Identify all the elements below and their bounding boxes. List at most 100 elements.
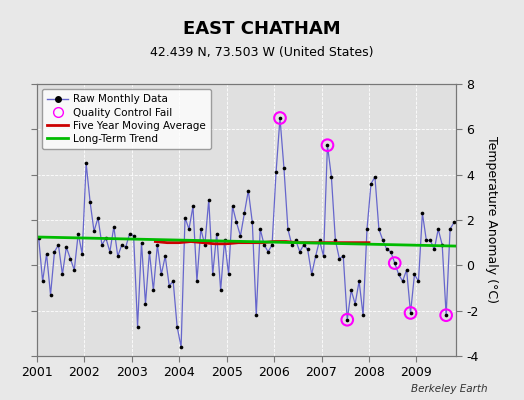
Point xyxy=(276,115,284,121)
Point xyxy=(276,115,284,121)
Point xyxy=(122,244,130,250)
Point xyxy=(339,253,347,260)
Point xyxy=(46,292,54,298)
Point xyxy=(204,196,213,203)
Point xyxy=(390,260,399,266)
Point xyxy=(335,255,344,262)
Point xyxy=(42,251,51,257)
Point xyxy=(141,301,150,307)
Point xyxy=(221,237,229,244)
Point xyxy=(351,301,359,307)
Point xyxy=(137,240,146,246)
Point xyxy=(434,226,442,232)
Point xyxy=(323,142,332,148)
Point xyxy=(35,235,43,241)
Point xyxy=(38,278,47,284)
Point xyxy=(165,282,173,289)
Point xyxy=(418,210,427,216)
Legend: Raw Monthly Data, Quality Control Fail, Five Year Moving Average, Long-Term Tren: Raw Monthly Data, Quality Control Fail, … xyxy=(42,89,211,149)
Text: Berkeley Earth: Berkeley Earth xyxy=(411,384,487,394)
Point xyxy=(426,237,434,244)
Point xyxy=(442,312,450,318)
Point xyxy=(149,287,158,294)
Point xyxy=(343,316,352,323)
Point xyxy=(311,253,320,260)
Point xyxy=(74,230,82,237)
Point xyxy=(442,312,450,318)
Point xyxy=(406,310,414,316)
Point xyxy=(161,253,169,260)
Text: 42.439 N, 73.503 W (United States): 42.439 N, 73.503 W (United States) xyxy=(150,46,374,59)
Point xyxy=(327,174,335,180)
Point xyxy=(395,271,403,278)
Point xyxy=(248,219,257,226)
Point xyxy=(106,248,114,255)
Point xyxy=(244,187,253,194)
Point xyxy=(232,219,241,226)
Point xyxy=(446,226,454,232)
Point xyxy=(283,226,292,232)
Point xyxy=(181,214,189,221)
Point xyxy=(125,230,134,237)
Point xyxy=(169,278,177,284)
Point xyxy=(213,230,221,237)
Point xyxy=(406,310,414,316)
Point xyxy=(193,278,201,284)
Point xyxy=(390,260,399,266)
Point xyxy=(185,226,193,232)
Point xyxy=(363,226,371,232)
Point xyxy=(70,267,79,273)
Point xyxy=(54,242,62,248)
Point xyxy=(86,199,94,205)
Point xyxy=(300,242,308,248)
Point xyxy=(50,248,59,255)
Point xyxy=(387,248,395,255)
Point xyxy=(62,244,71,250)
Point xyxy=(296,248,304,255)
Point xyxy=(129,233,138,239)
Point xyxy=(117,242,126,248)
Point xyxy=(430,246,439,253)
Point xyxy=(450,219,458,226)
Point xyxy=(114,253,122,260)
Point xyxy=(308,271,316,278)
Point xyxy=(224,271,233,278)
Point xyxy=(102,235,110,241)
Point xyxy=(303,246,312,253)
Point xyxy=(291,237,300,244)
Point xyxy=(359,312,367,318)
Point xyxy=(82,160,90,166)
Point xyxy=(260,242,268,248)
Point xyxy=(264,248,272,255)
Point xyxy=(196,226,205,232)
Point xyxy=(375,226,383,232)
Point xyxy=(422,237,431,244)
Point xyxy=(98,242,106,248)
Point xyxy=(347,287,355,294)
Point xyxy=(379,237,387,244)
Point xyxy=(134,323,142,330)
Point xyxy=(110,224,118,230)
Point xyxy=(66,255,74,262)
Point xyxy=(355,278,363,284)
Point xyxy=(323,142,332,148)
Point xyxy=(173,323,181,330)
Point xyxy=(236,233,245,239)
Point xyxy=(402,267,411,273)
Point xyxy=(288,242,296,248)
Point xyxy=(189,203,197,210)
Point xyxy=(228,203,237,210)
Text: EAST CHATHAM: EAST CHATHAM xyxy=(183,20,341,38)
Point xyxy=(201,242,209,248)
Point xyxy=(272,169,280,176)
Point xyxy=(315,237,324,244)
Point xyxy=(216,287,225,294)
Point xyxy=(367,180,375,187)
Point xyxy=(398,278,407,284)
Point xyxy=(268,242,276,248)
Point xyxy=(58,271,67,278)
Point xyxy=(280,165,288,171)
Point xyxy=(383,246,391,253)
Point xyxy=(252,312,260,318)
Point xyxy=(240,210,248,216)
